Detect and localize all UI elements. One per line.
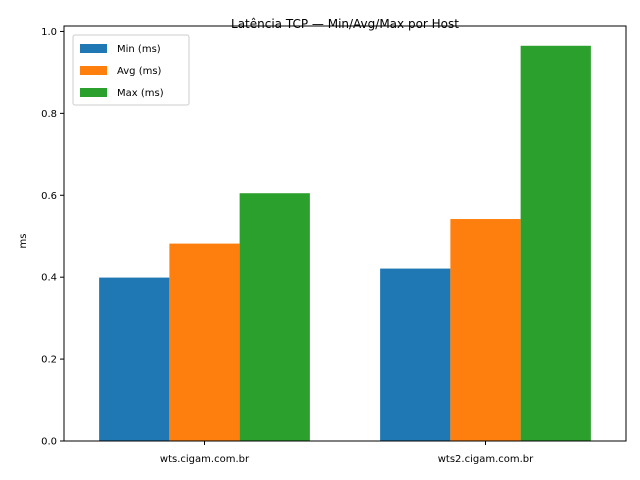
legend-label: Min (ms) — [117, 44, 161, 55]
bars-group — [99, 45, 591, 442]
y-tick-label: 1.0 — [41, 27, 57, 38]
y-ticks-group: 0.0 0.2 0.4 0.6 0.8 1.0 — [41, 27, 64, 448]
legend-label: Avg (ms) — [117, 66, 162, 77]
plot-frame — [63, 25, 627, 442]
legend-label: Max (ms) — [117, 88, 164, 99]
bar-2-1 — [169, 243, 240, 441]
y-tick-label: 0.6 — [41, 191, 57, 202]
legend: Min (ms) Avg (ms) Max (ms) — [72, 34, 190, 106]
x-tick-label: wts2.cigam.com.br — [438, 454, 534, 465]
x-tick-label: wts.cigam.com.br — [160, 454, 250, 465]
legend-swatch — [80, 44, 107, 53]
bar-2-2 — [450, 219, 521, 441]
legend-swatch — [80, 88, 107, 97]
y-axis-label: ms — [18, 234, 29, 249]
bar-3-1 — [239, 193, 310, 441]
y-tick-label: 0.8 — [41, 109, 57, 120]
y-tick-label: 0.2 — [41, 355, 57, 366]
x-ticks-group: wts.cigam.com.br wts2.cigam.com.br — [160, 441, 534, 465]
bar-1-2 — [380, 268, 451, 441]
y-tick-label: 0.0 — [41, 437, 57, 448]
legend-swatch — [80, 66, 107, 75]
bar-1-1 — [99, 277, 170, 441]
bar-3-2 — [520, 45, 591, 442]
chart-title: Latência TCP — Min/Avg/Max por Host — [231, 17, 459, 31]
y-tick-label: 0.4 — [41, 273, 57, 284]
